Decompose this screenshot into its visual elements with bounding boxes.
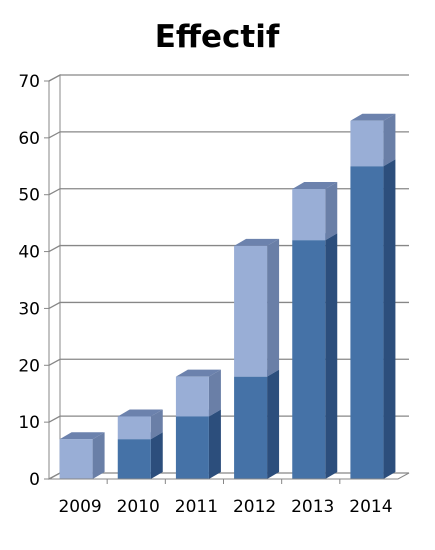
- bar-side: [92, 432, 105, 479]
- y-tick-label: 50: [18, 186, 40, 206]
- bar-segment: [234, 369, 280, 479]
- bar-front: [175, 416, 209, 479]
- bar-segment: [117, 409, 163, 440]
- gridline: [48, 131, 409, 139]
- gridline: [48, 188, 409, 196]
- y-tick-label: 10: [18, 413, 40, 433]
- bar-segment: [350, 159, 396, 480]
- bar-side: [267, 369, 280, 479]
- bar-top: [292, 182, 338, 190]
- bar-side: [150, 432, 163, 479]
- bar-segment: [234, 238, 280, 377]
- y-tick-label: 20: [18, 356, 40, 376]
- bars: [59, 113, 396, 480]
- x-tick-label: 2011: [175, 497, 218, 517]
- x-tick-label: 2014: [349, 497, 392, 517]
- bar-side: [325, 182, 338, 241]
- bar-segment: [175, 409, 221, 479]
- bar-side: [208, 369, 221, 417]
- bar-top: [175, 369, 221, 377]
- bar-front: [175, 376, 209, 417]
- bar-top: [117, 409, 163, 417]
- bar-segment: [175, 369, 221, 417]
- bar-top: [350, 113, 396, 121]
- bar-front: [350, 120, 384, 167]
- bar-side: [208, 409, 221, 479]
- y-tick-label: 30: [18, 299, 40, 319]
- bar-top: [59, 432, 105, 440]
- bar-segment: [350, 113, 396, 167]
- bar-segment: [292, 233, 338, 479]
- bar-side: [267, 238, 280, 377]
- x-tick-label: 2010: [117, 497, 160, 517]
- bar-side: [383, 159, 396, 480]
- bar-top: [234, 238, 280, 246]
- chart-title: Effectif: [155, 19, 280, 55]
- bar-front: [234, 245, 268, 377]
- x-tick-label: 2012: [233, 497, 276, 517]
- bar-front: [292, 240, 326, 479]
- y-tick-label: 40: [18, 243, 40, 263]
- bar-segment: [117, 432, 163, 479]
- x-tick-label: 2013: [291, 497, 334, 517]
- bar-side: [150, 409, 163, 440]
- y-tick-label: 0: [29, 470, 40, 490]
- y-tick-label: 70: [18, 72, 40, 92]
- bar-side: [383, 113, 396, 167]
- bar-segment: [59, 432, 105, 479]
- x-axis: 2009 2010 2011 2012 2013 2014: [49, 478, 398, 517]
- bar-front: [292, 189, 326, 241]
- bar-segment: [292, 182, 338, 241]
- bar-front: [117, 439, 151, 479]
- side-wall: [48, 74, 61, 480]
- bar-front: [234, 376, 268, 479]
- y-axis: 0 10 20 30 40 50 60 70: [18, 72, 50, 490]
- bar-front: [117, 416, 151, 440]
- bar-side: [325, 233, 338, 479]
- bar-front: [350, 166, 384, 480]
- y-tick-label: 60: [18, 129, 40, 149]
- gridline: [48, 74, 409, 82]
- x-tick-label: 2009: [58, 497, 101, 517]
- bar-front: [59, 439, 93, 479]
